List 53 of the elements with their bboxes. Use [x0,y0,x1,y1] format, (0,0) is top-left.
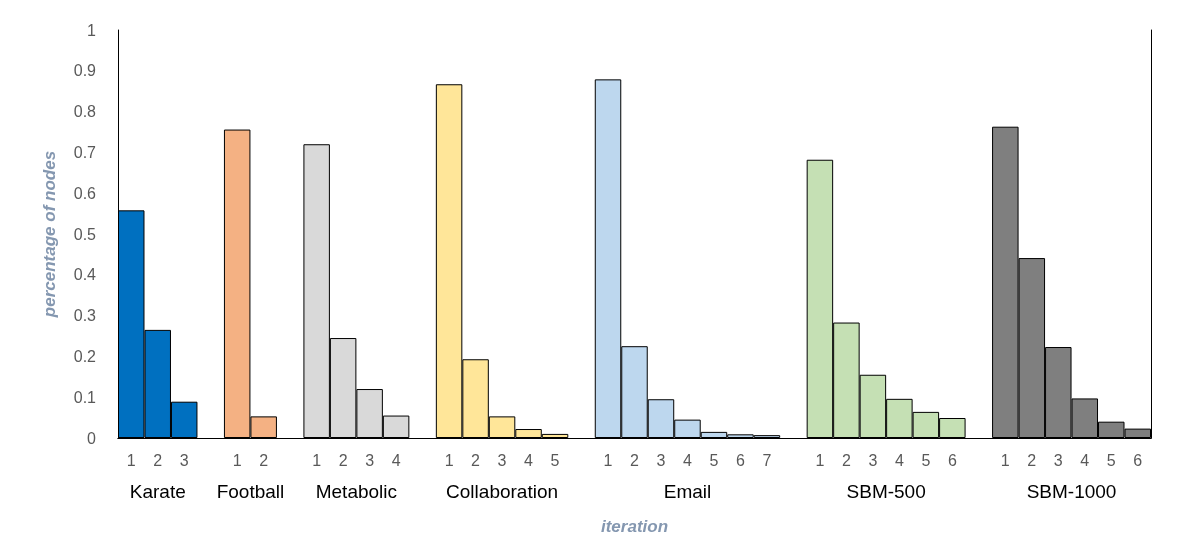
x-tick-label: 3 [179,451,189,469]
x-tick-label: 2 [1027,451,1037,469]
x-tick-label: 7 [762,451,772,469]
x-tick-label: 2 [153,451,163,469]
x-tick-label: 5 [709,451,719,469]
x-axis-title: iteration [600,517,669,536]
x-tick-label: 3 [365,451,375,469]
x-tick-label: 4 [391,451,401,469]
y-tick-label: 1 [87,21,97,39]
x-tick-label: 3 [656,451,666,469]
x-tick-label: 5 [1106,451,1116,469]
x-tick-label: 1 [1000,451,1010,469]
y-tick-label: 0.2 [73,347,97,365]
x-tick-label: 1 [232,451,242,469]
x-tick-label: 1 [126,451,136,469]
x-tick-label: 2 [471,451,481,469]
y-tick-label: 0.9 [73,62,97,80]
y-tick-label: 0.5 [73,225,97,243]
text: Football [216,481,285,502]
x-tick-label: 2 [630,451,640,469]
y-tick-label: 0 [87,429,97,447]
x-tick-label: 6 [947,451,957,469]
text: Metabolic [315,481,398,502]
x-tick-label: 4 [683,451,693,469]
x-tick-label: 1 [444,451,454,469]
y-tick-label: 0.6 [73,184,97,202]
y-tick-label: 0.4 [73,266,97,284]
x-tick-label: 4 [1080,451,1090,469]
y-tick-label: 0.7 [73,143,97,161]
y-tick-label: 0.8 [73,103,97,121]
text: Karate [129,481,186,502]
x-tick-label: 2 [338,451,348,469]
x-tick-label: 6 [736,451,745,469]
x-tick-label: 6 [1133,451,1143,469]
x-tick-label: 1 [312,451,322,469]
text: SBM-500 [846,481,926,502]
text: Collaboration [446,481,559,502]
y-tick-label: 0.1 [73,388,97,406]
x-tick-label: 3 [1053,451,1063,469]
text: Email [663,481,712,502]
x-tick-label: 5 [921,451,931,469]
x-tick-label: 4 [524,451,534,469]
x-tick-label: 4 [894,451,904,469]
x-tick-label: 1 [603,451,613,469]
x-tick-label: 2 [841,451,851,469]
y-tick-label: 0.3 [73,307,97,325]
x-tick-label: 5 [550,451,560,469]
x-tick-label: 3 [868,451,878,469]
text: SBM-1000 [1026,481,1117,502]
x-tick-label: 3 [497,451,507,469]
x-tick-label: 1 [815,451,825,469]
y-axis-title: percentage of nodes [40,150,59,319]
x-tick-label: 2 [259,451,269,469]
